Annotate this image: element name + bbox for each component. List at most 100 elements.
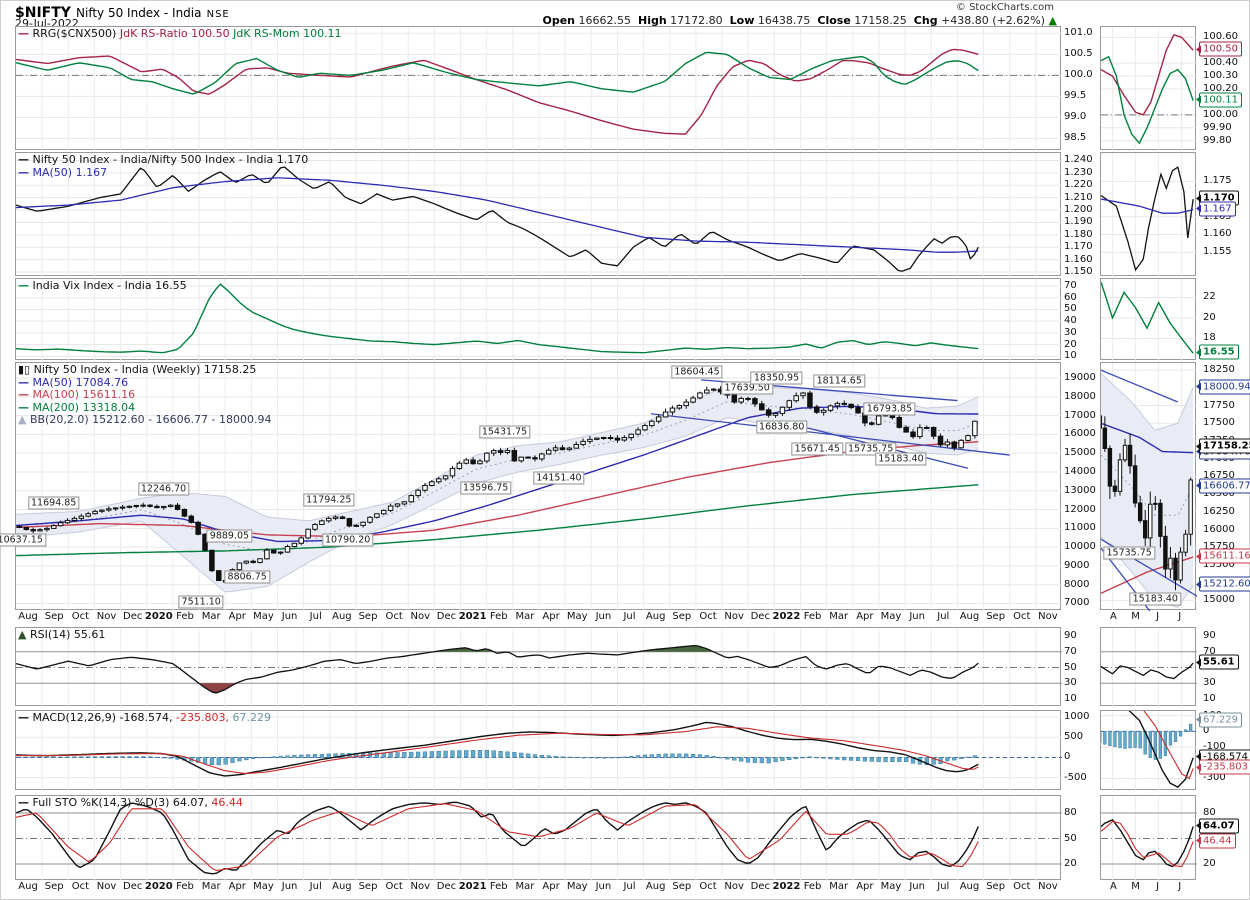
axis-tick-label: 10000 xyxy=(1064,541,1096,553)
panel-sto-mini xyxy=(1100,795,1197,881)
axis-tick-label: 1.170 xyxy=(1064,241,1093,253)
price-annotation: 13596.75 xyxy=(460,481,512,495)
axis-tick-label: 18000 xyxy=(1064,390,1096,402)
mini-x-axis-label: M xyxy=(1131,611,1140,622)
axis-tick-label: 16000 xyxy=(1064,428,1096,440)
x-axis-label: May xyxy=(253,881,274,892)
x-axis-label: Jul xyxy=(309,611,322,622)
x-axis-label: May xyxy=(566,881,588,892)
x-axis-label: Nov xyxy=(724,881,744,892)
legend-rsi: ▲ RSI(14) 55.61 xyxy=(18,629,105,641)
mini-axis-tick-label: 90 xyxy=(1203,629,1216,641)
x-axis-label: 2021 xyxy=(458,611,487,622)
panel-ratio-mini xyxy=(1100,152,1197,277)
quote-value: 16662.55 xyxy=(575,14,632,27)
axis-tick-label: 1.220 xyxy=(1064,179,1093,191)
price-annotation: 14151.40 xyxy=(533,471,585,485)
axis-tick-label: -500 xyxy=(1064,771,1087,783)
x-axis-label: Nov xyxy=(1038,611,1058,622)
x-axis-label: Oct xyxy=(699,881,717,892)
mini-axis-tick-label: -100 xyxy=(1203,741,1226,753)
legend-segment: -235.803, xyxy=(172,711,229,724)
axis-tick-label: 1000 xyxy=(1064,711,1090,723)
x-axis-label: Nov xyxy=(410,881,431,892)
panel-rrg xyxy=(15,26,1062,151)
legend-price: ▲ BB(20,2.0) 15212.60 - 16606.77 - 18000… xyxy=(18,414,272,426)
legend-segment: ▲ xyxy=(18,628,27,641)
axis-tick-label: 10 xyxy=(1064,693,1077,705)
quote-value: +438.80 (+2.62%) xyxy=(937,14,1046,27)
x-axis-label: Dec xyxy=(436,881,457,892)
x-axis-label: 2020 xyxy=(144,611,173,622)
axis-tick-label: 500 xyxy=(1064,731,1084,743)
mini-axis-tick-label: 20 xyxy=(1203,858,1216,869)
legend-segment: MA(200) 13318.04 xyxy=(29,400,136,414)
legend-segment: — xyxy=(18,153,29,166)
price-annotation: 18350.95 xyxy=(750,371,803,385)
price-annotation: 8806.75 xyxy=(224,570,270,584)
change-up-arrow-icon: ▲ xyxy=(1045,14,1057,27)
x-axis-label: Dec xyxy=(750,881,770,892)
mini-axis-tick-label: 100.20 xyxy=(1203,83,1238,94)
axis-tick-label: 98.5 xyxy=(1064,132,1087,144)
x-axis-label: Aug xyxy=(18,611,38,622)
value-callout: 64.07 xyxy=(1196,818,1239,834)
price-annotation: 11794.25 xyxy=(303,493,355,507)
symbol-name: Nifty 50 Index - India xyxy=(76,6,202,20)
x-axis-label: May xyxy=(880,881,902,892)
panel-sto xyxy=(15,795,1062,881)
axis-tick-label: 101.0 xyxy=(1064,27,1093,39)
mini-axis-tick-label: 18 xyxy=(1203,332,1216,344)
axis-tick-label: 20 xyxy=(1064,858,1077,869)
legend-sto: — Full STO %K(14,3) %D(3) 64.07, 46.44 xyxy=(18,797,243,809)
x-axis-label: Jul xyxy=(623,611,636,622)
x-axis-label: Dec xyxy=(436,611,457,622)
legend-segment: India Vix Index - India 16.55 xyxy=(29,279,187,292)
mini-axis-tick-label: 17500 xyxy=(1203,417,1235,429)
legend-price: — MA(100) 15611.16 xyxy=(18,389,135,401)
mini-axis-tick-label: 20 xyxy=(1203,311,1216,323)
x-axis-label: Jun xyxy=(281,881,298,892)
value-callout: 16606.77 xyxy=(1196,478,1250,494)
x-axis-label: Feb xyxy=(176,611,194,622)
mini-axis-tick-label: 1.165 xyxy=(1203,210,1232,222)
x-axis-label: Apr xyxy=(856,611,874,622)
x-axis-label: May xyxy=(253,611,274,622)
mini-axis-tick-label: 70 xyxy=(1203,645,1216,657)
x-axis-label: Jul xyxy=(937,611,950,622)
x-axis-label: Apr xyxy=(228,611,246,622)
axis-tick-label: 60 xyxy=(1064,291,1077,303)
x-axis-label: Aug xyxy=(332,611,352,622)
mini-x-axis-label: A xyxy=(1110,611,1117,622)
x-axis-label: Oct xyxy=(1013,611,1031,622)
mini-axis-tick-label: 18250 xyxy=(1203,364,1235,376)
ohlc-quote: Open 16662.55 High 17172.80 Low 16438.75 Cl… xyxy=(535,14,1057,27)
legend-segment: Full STO %K(14,3) %D(3) 64.07, xyxy=(29,796,208,809)
x-axis-label: Apr xyxy=(856,881,874,892)
x-axis-label: Jul xyxy=(309,881,322,892)
x-axis-label: Oct xyxy=(1013,881,1031,892)
x-axis-label: Jun xyxy=(909,881,925,892)
legend-segment: 46.44 xyxy=(207,796,243,809)
axis-tick-label: 30 xyxy=(1064,326,1077,338)
x-axis-label: May xyxy=(566,611,588,622)
mini-axis-tick-label: 10 xyxy=(1203,693,1216,705)
panel-rsi-mini xyxy=(1100,627,1197,707)
panel-rrg-mini xyxy=(1100,26,1197,151)
value-callout: 1.167 xyxy=(1196,201,1236,217)
x-axis-label: Nov xyxy=(96,611,117,622)
x-axis-label: Mar xyxy=(201,881,221,892)
axis-tick-label: 70 xyxy=(1064,645,1077,657)
price-annotation: 15431.75 xyxy=(478,425,531,438)
axis-tick-label: 1.210 xyxy=(1064,191,1093,203)
legend-segment: BB(20,2.0) 15212.60 - 16606.77 - 18000.9… xyxy=(26,413,272,426)
quote-label: Close xyxy=(817,14,851,27)
axis-tick-label: 50 xyxy=(1064,303,1077,315)
copyright: © StockCharts.com xyxy=(955,2,1054,13)
legend-segment: ▮▯ xyxy=(18,363,31,376)
panel-vix xyxy=(15,278,1062,361)
axis-tick-label: 100.5 xyxy=(1064,48,1093,60)
x-axis-label: Nov xyxy=(724,611,744,622)
axis-tick-label: 9000 xyxy=(1064,559,1090,571)
axis-tick-label: 1.230 xyxy=(1064,166,1093,178)
